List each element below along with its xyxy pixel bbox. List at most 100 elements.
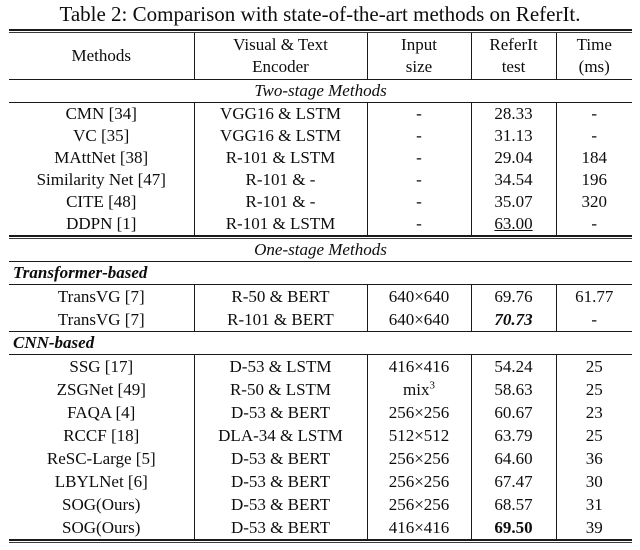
method-name-cell: SSG [17]: [9, 354, 195, 378]
method-name-cell: LBYLNet [6]: [9, 470, 195, 493]
method-row: TransVG [7] R-101 & BERT 640×640 70.73 -: [9, 308, 632, 332]
value-cell: R-101 & BERT: [194, 308, 368, 332]
column-header-line: Time: [576, 35, 612, 54]
value-cell: 69.76: [471, 284, 557, 308]
column-header: Methods: [9, 32, 195, 80]
column-header-line: Input: [401, 35, 437, 54]
value-cell: 61.77: [575, 287, 614, 306]
method-name-cell: SOG(Ours): [9, 516, 195, 540]
method-row: CMN [34] VGG16 & LSTM -28.33-: [9, 102, 632, 125]
rule-cell: [9, 539, 632, 543]
value-cell: 640×640: [367, 284, 472, 308]
header-row: Methods Visual & Text Encoder Input size Refe…: [9, 32, 632, 80]
value-cell: 320: [581, 192, 608, 211]
value-cell: 256×256: [367, 493, 472, 516]
column-header-line: test: [501, 57, 526, 76]
value-cell: -: [367, 191, 472, 213]
value-cell: 256×256: [367, 401, 472, 424]
method-name-cell: ZSGNet [49]: [9, 378, 195, 401]
value-cell: -: [591, 104, 598, 123]
column-header: Visual & Text Encoder: [194, 32, 368, 80]
method-name-cell: ReSC-Large [5]: [9, 447, 195, 470]
value-cell: 36: [585, 449, 603, 468]
value-cell: -: [591, 214, 598, 233]
value-cell: R-101 & -: [194, 191, 368, 213]
value-cell: R-101 & LSTM: [194, 147, 368, 169]
method-row: VC [35] VGG16 & LSTM -31.13-: [9, 125, 632, 147]
horizontal-double-rule: [9, 539, 632, 543]
method-name-cell: CMN [34]: [9, 102, 195, 125]
value-cell: 512×512: [367, 424, 472, 447]
column-header-line: ReferIt: [489, 35, 538, 54]
value-cell: 640×640: [367, 308, 472, 332]
section-header-row: One-stage Methods: [9, 238, 632, 262]
value-text: mix: [403, 380, 430, 399]
rule-cell: [9, 29, 632, 33]
value-cell: 35.07: [471, 191, 557, 213]
value-cell: 64.60: [471, 447, 557, 470]
method-row: SOG(Ours) D-53 & BERT 416×416 69.50 39: [9, 516, 632, 540]
value-cell: 54.24: [471, 354, 557, 378]
value-cell: 29.04: [471, 147, 557, 169]
horizontal-double-rule: [9, 29, 632, 33]
method-row: FAQA [4] D-53 & BERT 256×256 60.67 23: [9, 401, 632, 424]
value-cell: R-50 & LSTM: [194, 378, 368, 401]
method-row: ReSC-Large [5] D-53 & BERT 256×256 64.60 36: [9, 447, 632, 470]
section-header-row: Two-stage Methods: [9, 79, 632, 103]
column-header-line: (ms): [578, 57, 610, 76]
value-text: 63.00: [494, 214, 533, 233]
value-cell: D-53 & BERT: [194, 401, 368, 424]
value-cell: 416×416: [367, 354, 472, 378]
value-cell: 67.47: [471, 470, 557, 493]
column-header: Time (ms): [556, 32, 632, 80]
method-name-cell: TransVG [7]: [9, 284, 195, 308]
value-cell: 63.00: [471, 213, 557, 236]
column-header: Input size: [367, 32, 472, 80]
value-cell: -: [367, 102, 472, 125]
value-cell: 68.57: [471, 493, 557, 516]
value-cell: R-50 & BERT: [194, 284, 368, 308]
value-cell: 25: [585, 357, 603, 376]
value-cell: -: [591, 310, 598, 329]
column-header-line: size: [405, 57, 433, 76]
section-header-row: CNN-based: [9, 331, 632, 355]
table-caption: Table 2: Comparison with state-of-the-ar…: [59, 2, 581, 26]
value-cell: VGG16 & LSTM: [194, 125, 368, 147]
method-row: RCCF [18] DLA-34 & LSTM 512×512 63.79 25: [9, 424, 632, 447]
method-name-cell: CITE [48]: [9, 191, 195, 213]
method-name-cell: VC [35]: [9, 125, 195, 147]
value-cell: 70.73: [471, 308, 557, 332]
value-cell: 31.13: [471, 125, 557, 147]
value-cell: D-53 & BERT: [194, 516, 368, 540]
method-row: TransVG [7] R-50 & BERT 640×640 69.76 61.77: [9, 284, 632, 308]
method-row: SSG [17] D-53 & LSTM 416×416 54.24 25: [9, 354, 632, 378]
value-cell: DLA-34 & LSTM: [194, 424, 368, 447]
section-header-label: Transformer-based: [9, 261, 632, 285]
value-cell: D-53 & BERT: [194, 493, 368, 516]
column-header-line: Encoder: [252, 57, 309, 76]
value-cell: R-101 & -: [194, 169, 368, 191]
value-cell: D-53 & BERT: [194, 447, 368, 470]
section-header-row: Transformer-based: [9, 261, 632, 285]
value-cell: 31: [585, 495, 603, 514]
method-name-cell: DDPN [1]: [9, 213, 195, 236]
section-header-label: One-stage Methods: [9, 238, 632, 262]
value-cell: 23: [585, 403, 603, 422]
value-cell: 69.50: [471, 516, 557, 540]
value-text: 70.73: [494, 310, 533, 329]
method-row: MAttNet [38] R-101 & LSTM -29.04 184: [9, 147, 632, 169]
value-cell: mix3: [367, 378, 472, 401]
value-cell: 25: [585, 426, 603, 445]
column-header: ReferIt test: [471, 32, 557, 80]
value-cell: R-101 & LSTM: [194, 213, 368, 236]
results-table-body: Methods Visual & Text Encoder Input size Refe…: [9, 29, 632, 543]
method-row: ZSGNet [49] R-50 & LSTM mix3 58.63 25: [9, 378, 632, 401]
value-cell: 58.63: [471, 378, 557, 401]
method-name-cell: RCCF [18]: [9, 424, 195, 447]
value-cell: 39: [585, 518, 603, 537]
value-cell: 25: [585, 380, 603, 399]
value-cell: 184: [581, 148, 608, 167]
method-name-cell: TransVG [7]: [9, 308, 195, 332]
method-row: Similarity Net [47] R-101 & - -34.54 196: [9, 169, 632, 191]
section-header-label: CNN-based: [9, 331, 632, 355]
